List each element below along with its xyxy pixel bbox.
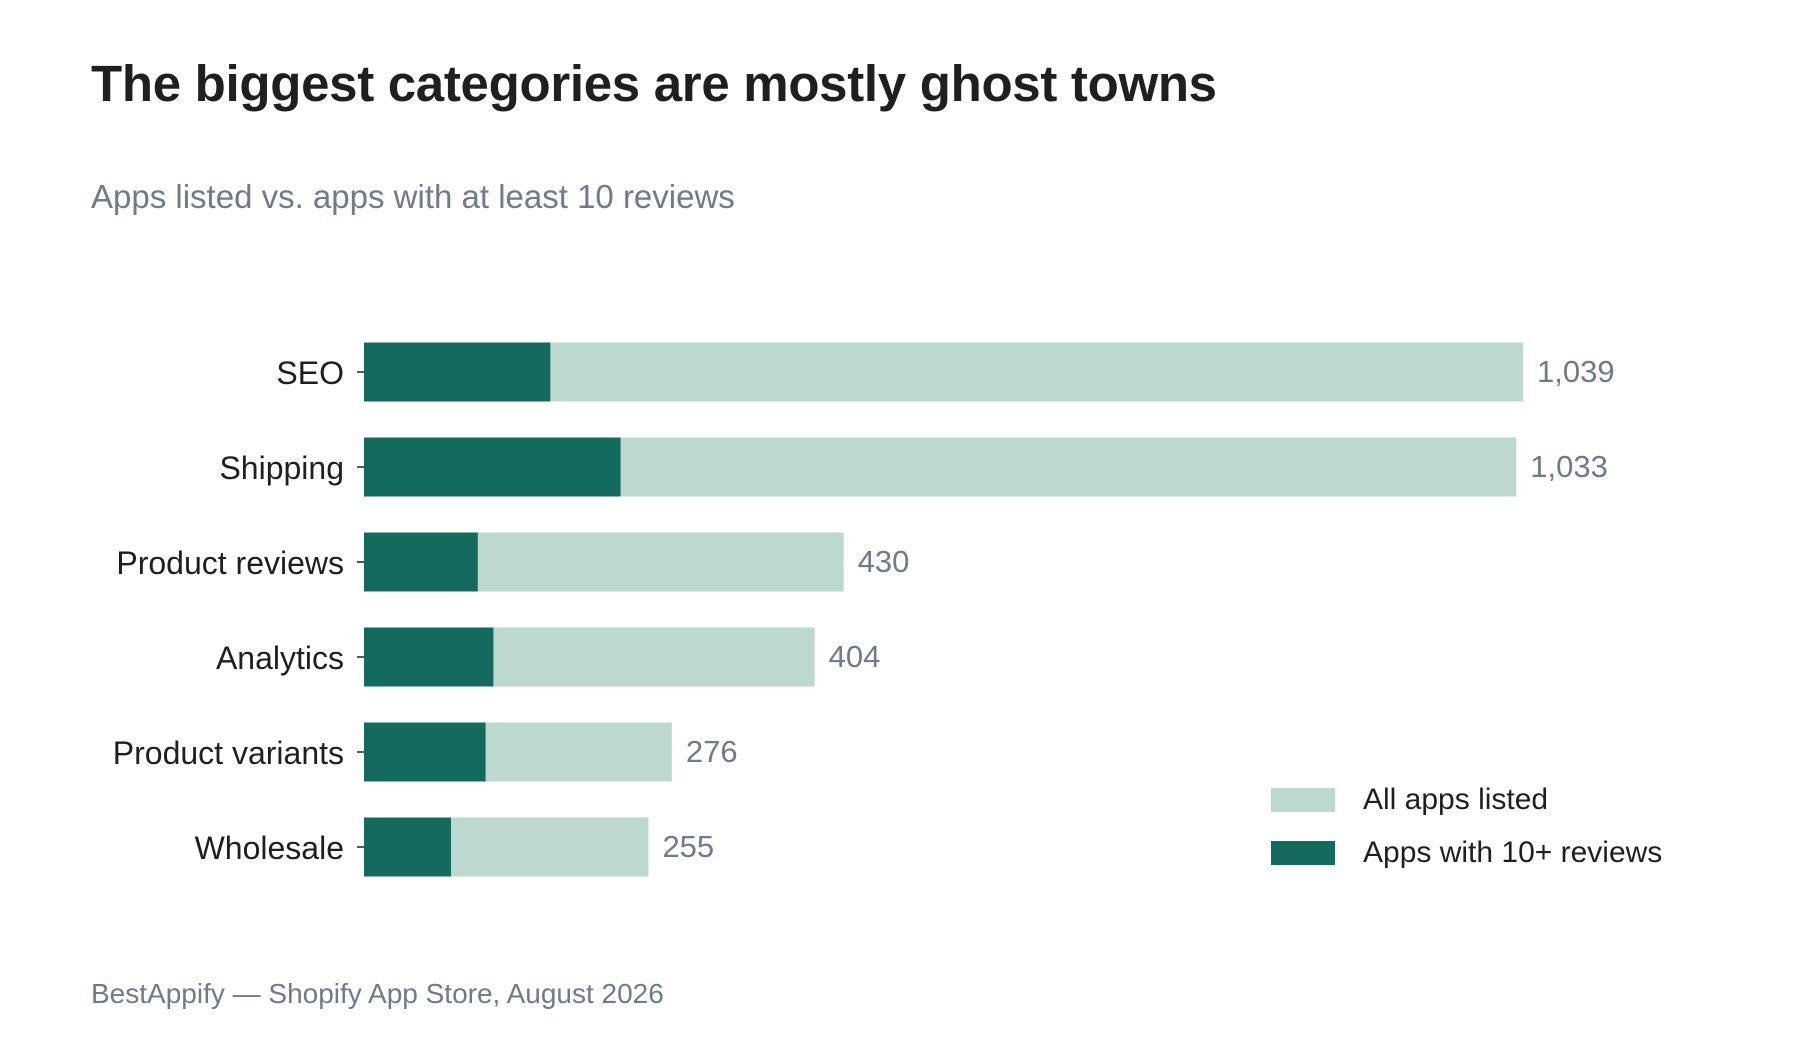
category-label-shipping: Shipping bbox=[219, 450, 344, 486]
legend-swatch-reviewed-apps bbox=[1271, 841, 1335, 865]
bar-reviewed-apps-seo bbox=[364, 342, 551, 402]
legend-item-reviewed-apps: Apps with 10+ reviews bbox=[1271, 835, 1662, 871]
category-label-product-reviews: Product reviews bbox=[116, 545, 344, 581]
value-label-shipping: 1,033 bbox=[1530, 449, 1608, 484]
value-label-product-variants: 276 bbox=[686, 734, 738, 769]
bar-reviewed-apps-product-variants bbox=[364, 722, 486, 782]
value-label-analytics: 404 bbox=[829, 639, 881, 674]
value-label-wholesale: 255 bbox=[662, 829, 714, 864]
category-label-product-variants: Product variants bbox=[113, 735, 344, 771]
legend-label-all-apps: All apps listed bbox=[1363, 783, 1549, 816]
chart-subtitle: Apps listed vs. apps with at least 10 re… bbox=[91, 178, 735, 215]
category-label-analytics: Analytics bbox=[216, 640, 344, 676]
bar-reviewed-apps-analytics bbox=[364, 627, 494, 687]
legend: All apps listed Apps with 10+ reviews bbox=[1271, 782, 1662, 888]
bar-reviewed-apps-product-reviews bbox=[364, 532, 478, 592]
legend-swatch-all-apps bbox=[1271, 788, 1335, 812]
chart-title: The biggest categories are mostly ghost … bbox=[91, 55, 1217, 112]
bar-reviewed-apps-shipping bbox=[364, 437, 621, 497]
value-label-product-reviews: 430 bbox=[858, 544, 910, 579]
bar-reviewed-apps-wholesale bbox=[364, 817, 452, 877]
value-label-seo: 1,039 bbox=[1537, 354, 1615, 389]
category-label-wholesale: Wholesale bbox=[195, 830, 344, 866]
bar-all-apps-seo bbox=[364, 342, 1523, 402]
legend-item-all-apps: All apps listed bbox=[1271, 782, 1662, 818]
category-label-seo: SEO bbox=[276, 355, 344, 391]
legend-label-reviewed-apps: Apps with 10+ reviews bbox=[1363, 836, 1663, 869]
source-note: BestAppify — Shopify App Store, August 2… bbox=[91, 978, 664, 1009]
